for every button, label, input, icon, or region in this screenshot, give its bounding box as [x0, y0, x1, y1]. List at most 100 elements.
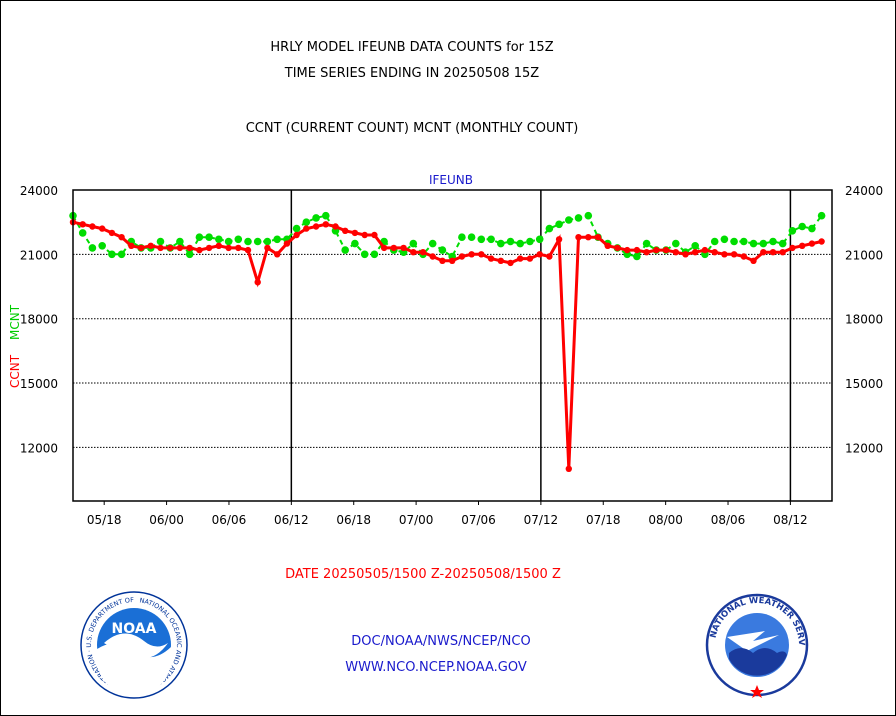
data-point-mcnt [176, 237, 184, 246]
data-point-mcnt [273, 235, 282, 244]
data-point-ccnt [478, 251, 485, 258]
data-point-ccnt [585, 234, 592, 241]
data-point-mcnt [370, 250, 379, 259]
data-point-ccnt [614, 244, 621, 252]
data-point-mcnt [506, 237, 515, 246]
data-point-mcnt [633, 252, 641, 261]
data-point-mcnt [117, 250, 126, 259]
data-point-ccnt [380, 244, 388, 252]
data-point-ccnt [517, 255, 524, 262]
data-point-ccnt [410, 249, 417, 256]
y-tick-label: 21000 [20, 248, 58, 262]
data-point-mcnt [467, 233, 476, 241]
y-axis-label-mcnt: MCNT [8, 304, 22, 340]
data-point-mcnt [710, 237, 719, 246]
data-point-mcnt [565, 216, 573, 224]
data-point-mcnt [322, 211, 330, 220]
data-point-ccnt [283, 240, 291, 247]
data-point-ccnt [196, 246, 203, 254]
data-point-ccnt [274, 251, 281, 258]
data-point-mcnt [205, 233, 213, 241]
x-tick-label: 06/06 [212, 513, 247, 527]
data-point-ccnt [89, 223, 96, 230]
data-point-mcnt [244, 237, 252, 246]
data-point-ccnt [750, 257, 757, 264]
data-point-mcnt [263, 237, 272, 246]
data-point-ccnt [633, 246, 641, 254]
data-point-ccnt [808, 240, 816, 247]
x-ticks: 05/18 06/00 06/06 06/12 06/18 07/00 07/06 07/12… [87, 501, 808, 527]
data-point-mcnt [691, 242, 699, 250]
y-tick-label-right: 18000 [845, 313, 883, 327]
data-point-ccnt [458, 253, 466, 260]
data-point-mcnt [302, 218, 311, 226]
data-point-ccnt [769, 249, 777, 256]
data-point-mcnt [516, 239, 524, 248]
data-point-ccnt [205, 244, 213, 252]
y-tick-label-right: 15000 [845, 377, 883, 391]
data-point-mcnt [817, 211, 826, 220]
plot-label: IFEUNB [429, 173, 473, 187]
x-tick-label: 08/06 [711, 513, 746, 527]
series-description: CCNT (CURRENT COUNT) MCNT (MONTHLY COUNT… [246, 121, 579, 136]
data-point-ccnt [176, 244, 184, 252]
data-point-mcnt [108, 250, 116, 259]
data-point-ccnt [264, 244, 271, 252]
data-point-ccnt [332, 223, 339, 230]
data-point-mcnt [642, 239, 651, 248]
series-layer [69, 211, 826, 472]
noaa-logo: NATIONAL OCEANIC AND ATMOSPHERIC ADMINIS… [80, 591, 188, 699]
data-point-ccnt [711, 249, 718, 256]
date-range: DATE 20250505/1500 Z-20250508/1500 Z [285, 567, 561, 582]
data-point-ccnt [468, 251, 475, 258]
y-tick-label-right: 24000 [845, 184, 883, 198]
data-point-mcnt [535, 235, 544, 244]
data-point-mcnt [740, 237, 748, 246]
data-point-ccnt [604, 242, 611, 249]
data-point-mcnt [759, 239, 768, 248]
data-point-mcnt [798, 222, 806, 231]
data-point-ccnt [662, 246, 670, 254]
data-point-ccnt [789, 244, 796, 252]
data-point-ccnt [526, 255, 534, 262]
org-path: DOC/NOAA/NWS/NCEP/NCO [351, 634, 530, 649]
data-point-mcnt [584, 211, 593, 220]
data-point-ccnt [147, 242, 154, 249]
data-point-ccnt [565, 465, 572, 472]
data-point-mcnt [477, 235, 486, 244]
x-tick-label: 05/18 [87, 513, 122, 527]
data-point-mcnt [156, 237, 165, 246]
data-point-ccnt [536, 251, 543, 258]
data-point-ccnt [818, 238, 825, 245]
x-tick-label: 06/18 [336, 513, 371, 527]
y-tick-label-right: 12000 [845, 441, 883, 455]
x-tick-label: 07/06 [461, 513, 496, 527]
data-point-mcnt [224, 237, 233, 246]
data-point-ccnt [779, 249, 786, 256]
y-ticks-right: 12000 15000 18000 21000 24000 [845, 184, 883, 455]
national-weather-service-logo: NATIONAL WEATHER SERVICE [705, 593, 809, 698]
data-point-ccnt [419, 249, 427, 256]
data-point-ccnt [643, 249, 650, 256]
data-point-ccnt [351, 229, 359, 237]
data-point-mcnt [234, 235, 243, 244]
data-point-mcnt [526, 237, 534, 246]
site-url: WWW.NCO.NCEP.NOAA.GOV [345, 660, 527, 675]
data-point-mcnt [545, 224, 554, 233]
data-point-mcnt [788, 227, 797, 235]
y-ticks-left: 12000 15000 18000 21000 24000 [20, 184, 58, 455]
data-point-ccnt [186, 244, 193, 252]
data-point-ccnt [546, 253, 553, 260]
data-point-mcnt [341, 246, 350, 254]
data-point-ccnt [293, 231, 300, 239]
data-point-mcnt [195, 233, 204, 241]
data-point-ccnt [682, 251, 689, 258]
data-point-ccnt [225, 244, 232, 252]
y-tick-label: 15000 [20, 377, 58, 391]
data-point-mcnt [769, 237, 777, 246]
y-tick-label: 18000 [20, 313, 58, 327]
data-point-ccnt [99, 225, 106, 232]
y-tick-label: 24000 [20, 184, 58, 198]
data-point-mcnt [215, 235, 223, 244]
